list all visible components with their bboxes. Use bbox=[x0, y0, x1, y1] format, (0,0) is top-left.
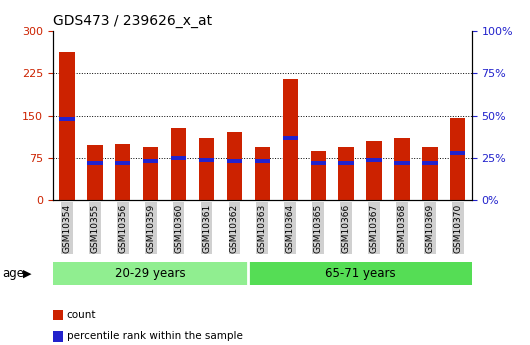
Bar bbox=[339, 147, 354, 200]
Bar bbox=[59, 52, 75, 200]
Bar bbox=[115, 161, 130, 165]
Bar bbox=[394, 161, 410, 165]
Text: GSM10363: GSM10363 bbox=[258, 204, 267, 253]
Text: GSM10370: GSM10370 bbox=[453, 204, 462, 253]
Bar bbox=[59, 117, 75, 121]
Text: GSM10366: GSM10366 bbox=[342, 204, 350, 253]
Bar bbox=[450, 151, 465, 155]
Bar bbox=[311, 150, 326, 200]
Bar bbox=[171, 156, 186, 160]
Bar bbox=[450, 118, 465, 200]
Bar bbox=[255, 147, 270, 200]
Text: GSM10367: GSM10367 bbox=[369, 204, 378, 253]
Text: GSM10369: GSM10369 bbox=[426, 204, 434, 253]
Bar bbox=[422, 161, 437, 165]
Text: GSM10364: GSM10364 bbox=[286, 204, 295, 253]
Bar bbox=[422, 147, 437, 200]
Text: age: age bbox=[3, 267, 25, 280]
Bar bbox=[282, 136, 298, 139]
Bar bbox=[282, 79, 298, 200]
Bar bbox=[199, 138, 214, 200]
Text: GSM10354: GSM10354 bbox=[63, 204, 72, 253]
Bar bbox=[87, 161, 102, 165]
Text: GSM10365: GSM10365 bbox=[314, 204, 323, 253]
Text: GSM10356: GSM10356 bbox=[118, 204, 127, 253]
Text: count: count bbox=[67, 310, 96, 320]
Text: percentile rank within the sample: percentile rank within the sample bbox=[67, 332, 243, 341]
Text: GDS473 / 239626_x_at: GDS473 / 239626_x_at bbox=[53, 13, 212, 28]
Bar bbox=[171, 128, 186, 200]
Bar bbox=[311, 161, 326, 165]
Bar bbox=[53, 262, 249, 285]
Text: GSM10361: GSM10361 bbox=[202, 204, 211, 253]
Bar bbox=[394, 138, 410, 200]
Text: GSM10362: GSM10362 bbox=[230, 204, 239, 253]
Bar bbox=[227, 132, 242, 200]
Bar bbox=[366, 141, 382, 200]
Text: GSM10360: GSM10360 bbox=[174, 204, 183, 253]
Bar bbox=[339, 161, 354, 165]
Text: GSM10359: GSM10359 bbox=[146, 204, 155, 253]
Text: GSM10355: GSM10355 bbox=[91, 204, 99, 253]
Bar bbox=[227, 159, 242, 163]
Bar bbox=[255, 159, 270, 163]
Text: 65-71 years: 65-71 years bbox=[325, 267, 395, 280]
Bar bbox=[143, 159, 158, 163]
Text: 20-29 years: 20-29 years bbox=[116, 267, 186, 280]
Bar bbox=[199, 158, 214, 161]
Bar bbox=[115, 144, 130, 200]
Bar bbox=[366, 158, 382, 161]
Bar bbox=[87, 146, 102, 200]
Bar bbox=[249, 262, 472, 285]
Bar bbox=[143, 147, 158, 200]
Text: GSM10368: GSM10368 bbox=[398, 204, 407, 253]
Text: ▶: ▶ bbox=[23, 268, 31, 278]
